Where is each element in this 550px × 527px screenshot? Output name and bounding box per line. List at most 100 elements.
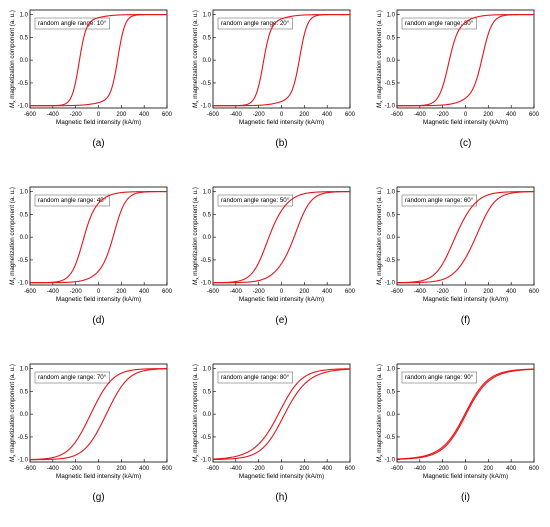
x-tick-label: -600: [391, 466, 404, 472]
y-label-m: M: [376, 102, 383, 108]
chart-panel-6: -600 -400 -200 0 200 400 600-1.0-0.50.00.51.0M…: [376, 186, 540, 326]
x-tick-label: -400: [230, 289, 243, 295]
x-tick-label: 0: [97, 112, 101, 118]
descending-branch: [30, 191, 167, 284]
y-tick-label: 0.5: [203, 389, 212, 395]
annotation-label: random angle range: 80°: [221, 374, 290, 381]
x-tick-label: -200: [70, 289, 83, 295]
x-tick-label: 600: [162, 112, 173, 118]
y-label-sub: x: [12, 277, 17, 280]
y-tick-label: -0.5: [201, 258, 212, 264]
y-label-m: M: [192, 456, 199, 462]
descending-branch: [30, 14, 167, 107]
y-label-m: M: [9, 456, 16, 462]
x-tick-label: -600: [207, 112, 220, 118]
y-label-sub: x: [195, 100, 200, 103]
y-label-sub: x: [379, 277, 384, 280]
y-label-sub: x: [379, 100, 384, 103]
panel-label: (h): [275, 492, 287, 503]
x-tick-label: 400: [322, 112, 333, 118]
ascending-branch: [396, 368, 535, 460]
chart-panel-9: -600 -400 -200 0 200 400 600-1.0-0.50.00.51.0M…: [376, 363, 540, 503]
y-axis-label: Mx magnetization component (a. u.): [376, 364, 384, 462]
x-tick-label: -200: [437, 112, 450, 118]
y-label-sub: x: [379, 454, 384, 457]
y-tick-label: -1.0: [201, 281, 212, 287]
x-tick-label: -400: [414, 112, 427, 118]
y-label-m: M: [376, 456, 383, 462]
x-tick-label: 400: [506, 289, 517, 295]
x-tick-label: 200: [299, 112, 310, 118]
x-tick-label: -400: [230, 112, 243, 118]
y-tick-label: -0.5: [201, 435, 212, 441]
y-label-m: M: [192, 279, 199, 285]
x-tick-label: 200: [299, 466, 310, 472]
x-tick-label: 0: [280, 289, 284, 295]
chart-panel-3: -600 -400 -200 0 200 400 600-1.0-0.50.00.51.0M…: [376, 9, 540, 149]
x-tick-label: 600: [345, 112, 356, 118]
panel-label: (g): [92, 492, 104, 503]
ascending-branch: [212, 368, 351, 461]
x-axis-label: Magnetic field intensity (kA/m): [423, 473, 508, 480]
x-tick-label: -400: [230, 466, 243, 472]
x-tick-label: -200: [253, 112, 266, 118]
x-tick-label: 0: [464, 112, 468, 118]
y-axis-label: Mx magnetization component (a. u.): [9, 10, 17, 108]
x-tick-label: -400: [47, 466, 60, 472]
y-tick-label: 0.5: [20, 35, 29, 41]
y-label-m: M: [9, 279, 16, 285]
y-tick-label: 1.0: [20, 367, 29, 373]
x-tick-label: 400: [139, 112, 150, 118]
y-label-rest: magnetization component (a. u.): [192, 10, 199, 100]
y-label-rest: magnetization component (a. u.): [9, 364, 16, 454]
x-tick-label: -400: [47, 289, 60, 295]
y-tick-label: 0.0: [387, 58, 396, 64]
ascending-branch: [213, 191, 351, 284]
x-tick-label: 200: [483, 289, 494, 295]
x-tick-label: 200: [299, 289, 310, 295]
y-tick-label: -0.5: [18, 435, 29, 441]
y-tick-label: -0.5: [18, 81, 29, 87]
panel-label: (d): [92, 315, 104, 326]
x-tick-label: -600: [391, 289, 404, 295]
descending-branch: [29, 368, 167, 461]
x-axis-label: Magnetic field intensity (kA/m): [239, 473, 324, 480]
x-tick-label: 200: [116, 289, 127, 295]
x-axis-label: Magnetic field intensity (kA/m): [423, 119, 508, 126]
annotation-label: random angle range: 60°: [405, 197, 474, 204]
y-axis-label: Mx magnetization component (a. u.): [192, 187, 200, 285]
y-tick-label: -1.0: [385, 458, 396, 464]
y-tick-label: 0.0: [20, 412, 29, 418]
x-tick-label: -200: [253, 289, 266, 295]
x-tick-label: 200: [116, 466, 127, 472]
x-tick-label: 400: [139, 289, 150, 295]
y-tick-label: 0.5: [387, 389, 396, 395]
x-tick-label: 600: [529, 289, 540, 295]
chart-panel-7: -600 -400 -200 0 200 400 600-1.0-0.50.00.51.0M…: [9, 363, 173, 503]
y-tick-label: 0.5: [20, 389, 29, 395]
x-tick-label: -200: [437, 289, 450, 295]
y-axis-label: Mx magnetization component (a. u.): [192, 364, 200, 462]
y-axis-label: Mx magnetization component (a. u.): [376, 187, 384, 285]
y-tick-label: 0.5: [203, 212, 212, 218]
y-tick-label: 1.0: [387, 367, 396, 373]
x-tick-label: 400: [322, 466, 333, 472]
y-label-rest: magnetization component (a. u.): [9, 187, 16, 277]
x-tick-label: 400: [322, 289, 333, 295]
ascending-branch: [30, 368, 168, 461]
annotation-box: [34, 17, 110, 30]
y-tick-label: -1.0: [18, 458, 29, 464]
y-label-rest: magnetization component (a. u.): [9, 10, 16, 100]
y-tick-label: 1.0: [20, 190, 29, 196]
x-tick-label: 200: [116, 112, 127, 118]
y-tick-label: 0.5: [387, 212, 396, 218]
annotation-label: random angle range: 20°: [221, 20, 290, 27]
annotation-label: random angle range: 90°: [405, 374, 474, 381]
annotation-label: random angle range: 40°: [38, 197, 107, 204]
y-axis-label: Mx magnetization component (a. u.): [9, 364, 17, 462]
y-tick-label: -1.0: [201, 104, 212, 110]
y-tick-label: 0.0: [20, 235, 29, 241]
y-label-m: M: [192, 102, 199, 108]
y-tick-label: 1.0: [387, 13, 396, 19]
descending-branch: [396, 368, 535, 460]
